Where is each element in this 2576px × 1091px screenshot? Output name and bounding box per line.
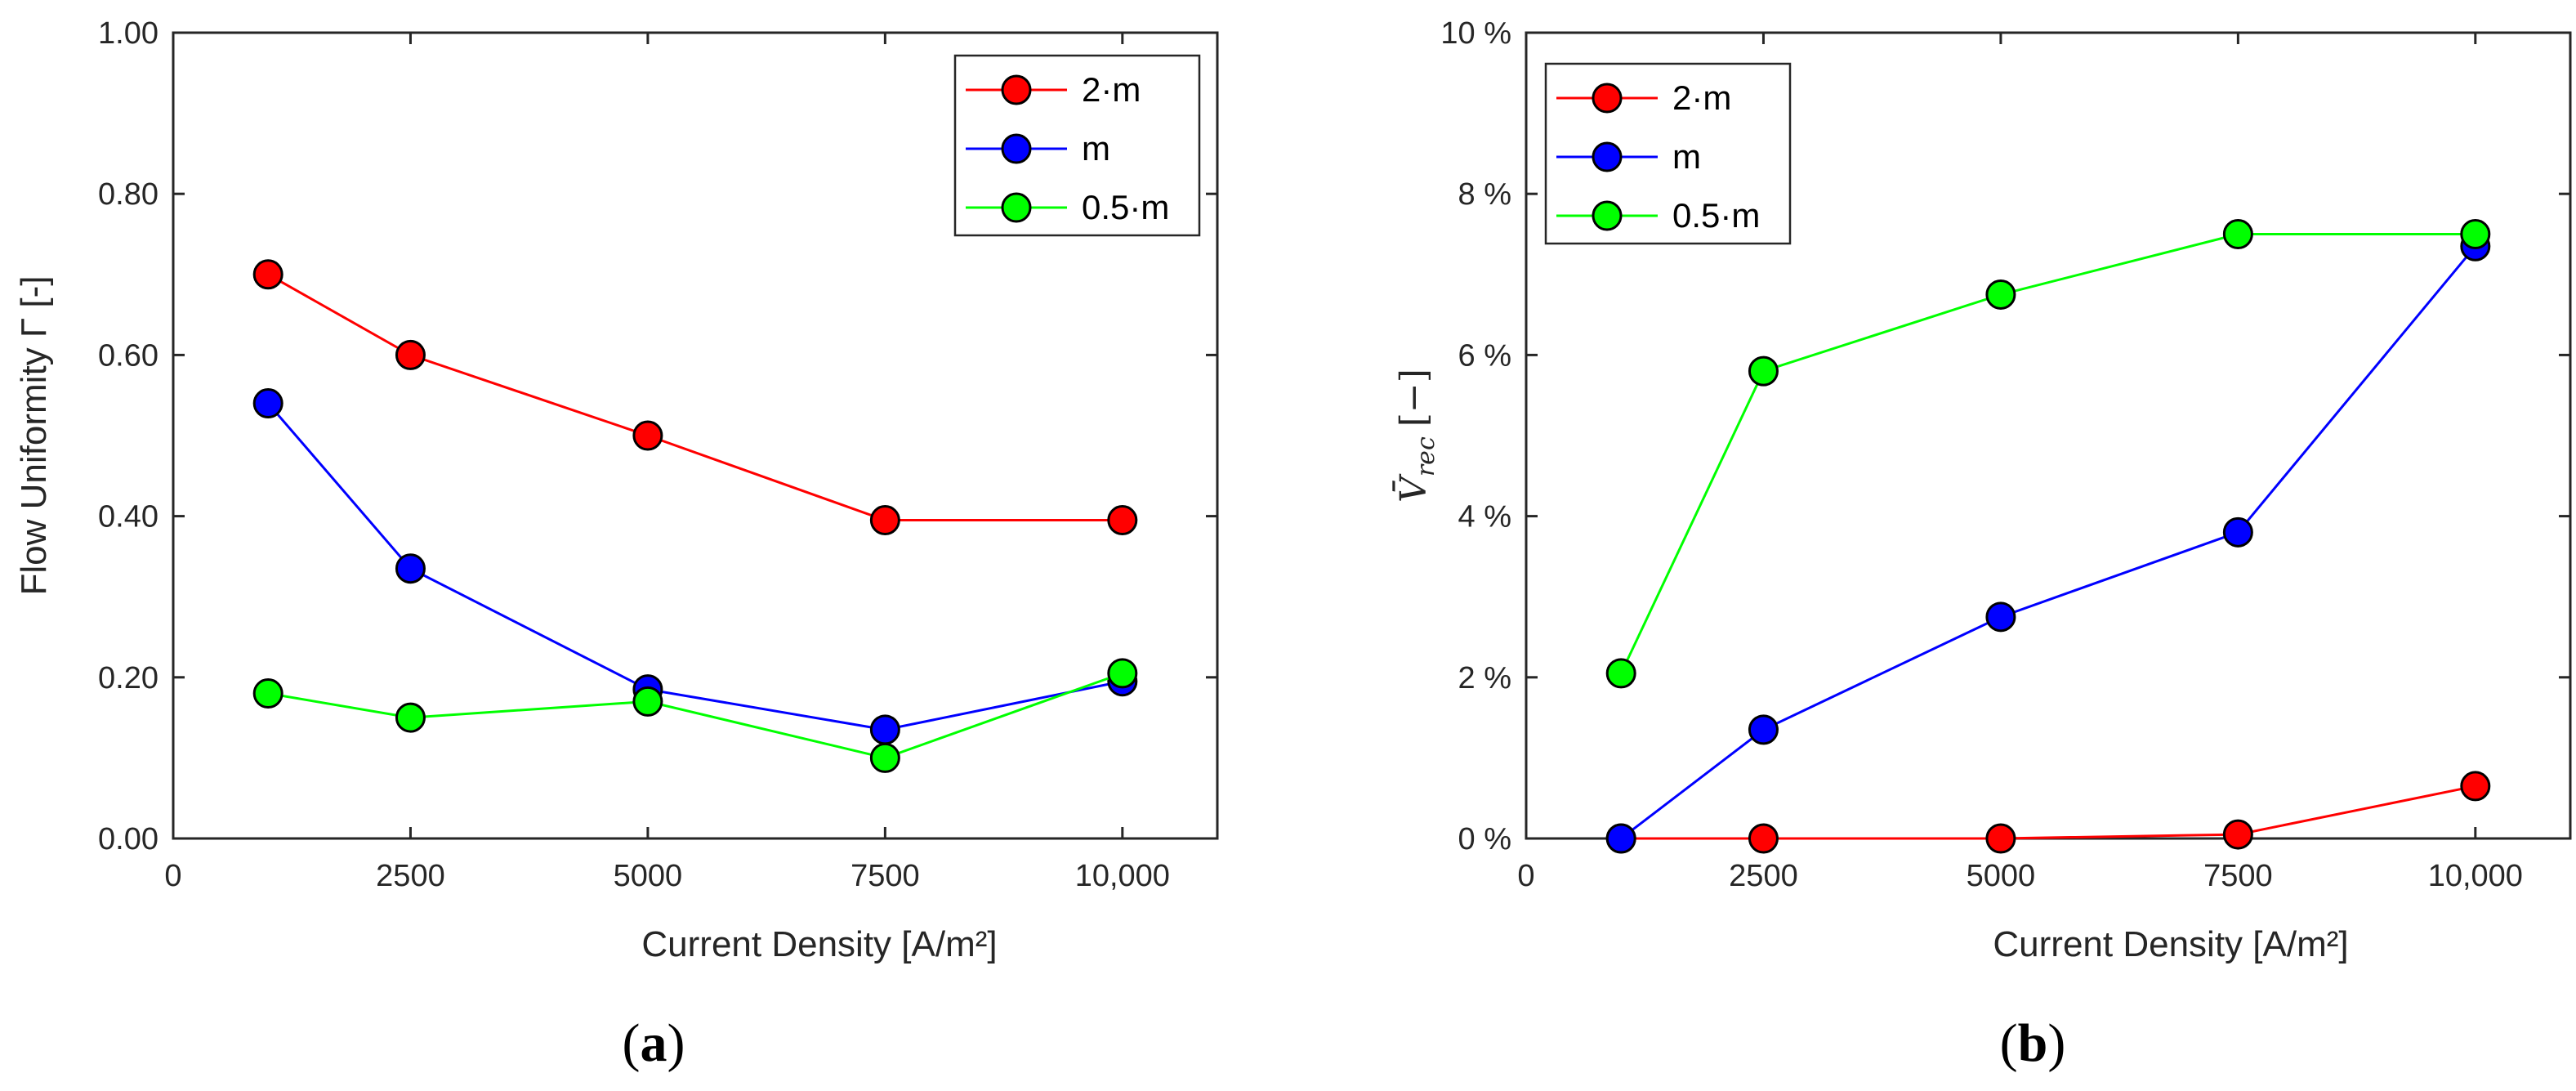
panel-b-recirculation-volume: 0 %2 %4 %6 %8 %10 % 0 2500 5000 7500 10,000 … <box>1391 16 2572 1073</box>
a-data-point <box>632 420 663 451</box>
b-data-point <box>1605 658 1636 689</box>
b-data-point <box>1985 823 2016 854</box>
b-series-0 <box>1605 771 2491 854</box>
a-legend-marker <box>1001 133 1032 164</box>
a-x-tick-label: 5000 <box>614 859 683 893</box>
b-x-tick-label: 10,000 <box>2428 859 2523 893</box>
a-legend-label: m <box>1082 129 1110 168</box>
b-legend-label: m <box>1672 137 1701 176</box>
panel-b-legend-box <box>1544 62 1792 245</box>
a-legend-label: 2·m <box>1082 70 1141 109</box>
b-data-point <box>2460 219 2491 249</box>
a-data-point <box>1107 658 1138 689</box>
a-series-0 <box>252 259 1138 536</box>
b-data-point <box>2460 771 2491 802</box>
a-y-tick-label: 0.40 <box>98 500 158 534</box>
panel-b-legend: 2·m m 0.5·m <box>1544 62 1792 245</box>
a-y-tick-label: 0.20 <box>98 661 158 695</box>
a-legend-entry: 2·m <box>966 70 1141 109</box>
b-legend-entry: 0.5·m <box>1556 196 1760 235</box>
a-x-tick-label: 0 <box>164 859 181 893</box>
b-y-tick-label: 6 % <box>1458 338 1511 373</box>
a-y-tick-label: 1.00 <box>98 16 158 51</box>
b-y-tick-label: 2 % <box>1458 661 1511 695</box>
b-y-tick-label: 0 % <box>1458 822 1511 856</box>
b-data-point <box>2222 219 2253 249</box>
b-data-point <box>1985 601 2016 633</box>
b-data-point <box>1605 823 1636 854</box>
a-data-point <box>252 678 283 709</box>
panel-a-y-axis-label: Flow Uniformity Γ [-] <box>14 276 54 596</box>
a-data-point <box>869 742 900 773</box>
a-legend-label: 0.5·m <box>1082 188 1169 226</box>
b-legend-entry: m <box>1556 137 1701 176</box>
b-legend-label: 0.5·m <box>1672 196 1760 235</box>
panel-b-y-axis-label: V̄rec[−] <box>1391 369 1440 503</box>
a-x-tick-label: 7500 <box>850 859 920 893</box>
a-data-point <box>632 686 663 717</box>
b-y-tick-label: 8 % <box>1458 177 1511 212</box>
b-data-point <box>2222 819 2253 850</box>
a-legend-marker <box>1001 192 1032 223</box>
panel-a-flow-uniformity: 0.00 0.20 0.40 0.60 0.80 1.00 0 2500 5000 7500 10… <box>14 16 1219 1073</box>
b-legend-marker <box>1592 141 1623 172</box>
a-y-tick-label: 0.80 <box>98 177 158 212</box>
panel-a-caption: (a) <box>623 1013 685 1073</box>
a-y-tick-label: 0.60 <box>98 338 158 373</box>
b-y-tick-label: 10 % <box>1440 16 1511 51</box>
b-data-point <box>1748 355 1779 387</box>
a-legend-entry: m <box>966 129 1110 168</box>
a-legend-entry: 0.5·m <box>966 188 1169 226</box>
a-data-point <box>252 259 283 290</box>
a-x-tick-label: 10,000 <box>1075 859 1170 893</box>
panel-b-caption: (b) <box>2000 1013 2066 1073</box>
b-legend-marker <box>1592 83 1623 114</box>
a-data-point <box>1107 505 1138 536</box>
b-x-tick-label: 2500 <box>1729 859 1798 893</box>
b-y-tick-label: 4 % <box>1458 500 1511 534</box>
b-data-point <box>1985 279 2016 310</box>
a-x-tick-label: 2500 <box>376 859 445 893</box>
b-x-tick-label: 7500 <box>2203 859 2273 893</box>
a-series-2 <box>252 658 1138 773</box>
panel-a-legend: 2·m m 0.5·m <box>953 54 1201 237</box>
a-legend-marker <box>1001 74 1032 105</box>
b-data-point <box>1748 823 1779 854</box>
a-data-point <box>869 505 900 536</box>
b-series-1 <box>1605 230 2491 854</box>
panel-b-x-axis-label: Current Density [A/m²] <box>1993 924 2348 964</box>
b-x-tick-label: 0 <box>1517 859 1534 893</box>
a-y-tick-label: 0.00 <box>98 822 158 856</box>
b-series-2 <box>1605 219 2491 689</box>
b-data-point <box>1748 714 1779 745</box>
a-data-point <box>252 388 283 419</box>
panel-b-axes-box <box>1525 31 2572 840</box>
a-data-point <box>869 714 900 745</box>
b-data-point <box>2222 516 2253 548</box>
panel-a-legend-box <box>953 54 1201 237</box>
b-legend-entry: 2·m <box>1556 78 1731 117</box>
a-data-point <box>395 553 426 584</box>
b-legend-marker <box>1592 200 1623 231</box>
a-data-point <box>395 702 426 733</box>
b-x-tick-label: 5000 <box>1967 859 2036 893</box>
a-data-point <box>395 339 426 370</box>
b-legend-label: 2·m <box>1672 78 1731 117</box>
panel-a-x-axis-label: Current Density [A/m²] <box>641 924 997 964</box>
